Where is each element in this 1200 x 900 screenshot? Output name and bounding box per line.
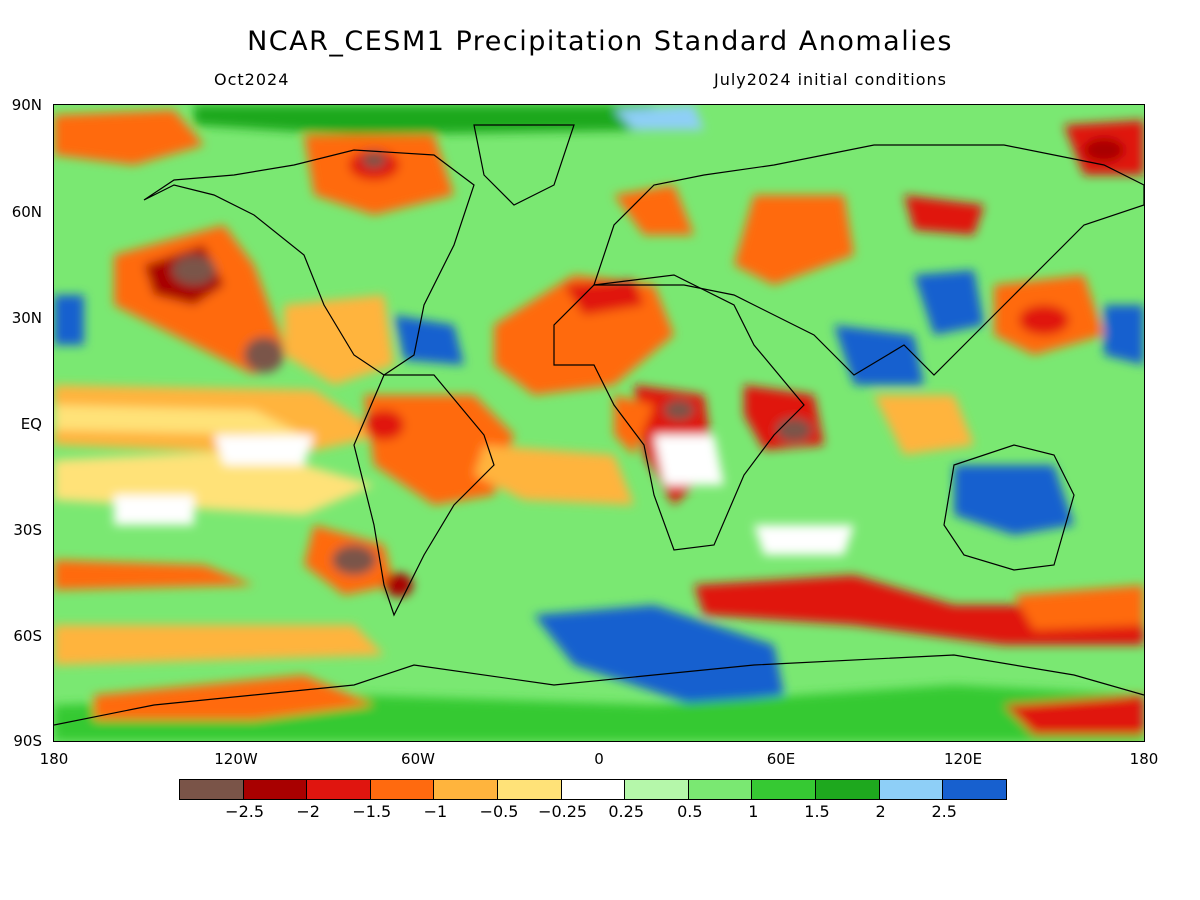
lon-label-180e: 180 bbox=[1129, 750, 1159, 768]
colorbar-box bbox=[751, 779, 816, 800]
colorbar-tick-label: 1.5 bbox=[804, 802, 830, 821]
colorbar-box bbox=[942, 779, 1007, 800]
colorbar-box bbox=[306, 779, 371, 800]
valid-month-label: Oct2024 bbox=[214, 70, 290, 89]
init-conditions-label: July2024 initial conditions bbox=[714, 70, 947, 89]
coastlines bbox=[54, 124, 1144, 726]
colorbar-tick-label: −1 bbox=[423, 802, 448, 821]
lat-label-30n: 30N bbox=[11, 309, 42, 327]
lat-label-eq: EQ bbox=[20, 415, 42, 433]
colorbar-tick-label: −2.5 bbox=[225, 802, 265, 821]
lat-label-60s: 60S bbox=[13, 627, 42, 645]
lat-label-90n: 90N bbox=[11, 96, 42, 114]
colorbar-tick-label: 0.25 bbox=[608, 802, 644, 821]
lat-label-60n: 60N bbox=[11, 203, 42, 221]
page-title: NCAR_CESM1 Precipitation Standard Anomal… bbox=[247, 26, 953, 57]
colorbar-tick-label: 1 bbox=[748, 802, 759, 821]
lon-label-60w: 60W bbox=[401, 750, 435, 768]
colorbar-box bbox=[433, 779, 498, 800]
colorbar-box bbox=[242, 779, 308, 800]
lon-label-0: 0 bbox=[594, 750, 604, 768]
lon-label-60e: 60E bbox=[766, 750, 796, 768]
colorbar-box bbox=[814, 779, 880, 800]
colorbar-tick-label: −0.5 bbox=[479, 802, 519, 821]
colorbar-box bbox=[624, 779, 689, 800]
colorbar-box bbox=[179, 779, 244, 800]
anomaly-map bbox=[54, 105, 1144, 741]
lon-label-180w: 180 bbox=[39, 750, 69, 768]
colorbar-box bbox=[878, 779, 944, 800]
colorbar-tick-label: −2 bbox=[296, 802, 320, 821]
colorbar-tick-label: −0.25 bbox=[538, 802, 588, 821]
lon-label-120w: 120W bbox=[214, 750, 258, 768]
colorbar bbox=[179, 779, 1007, 800]
lat-label-30s: 30S bbox=[13, 521, 42, 539]
colorbar-box bbox=[496, 779, 562, 800]
colorbar-tick-label: −1.5 bbox=[352, 802, 392, 821]
colorbar-tick-label: 2.5 bbox=[931, 802, 957, 821]
colorbar-tick-label: 2 bbox=[875, 802, 886, 821]
colorbar-box bbox=[687, 779, 753, 800]
colorbar-box bbox=[560, 779, 626, 800]
lon-label-120e: 120E bbox=[943, 750, 983, 768]
colorbar-tick-label: 0.5 bbox=[677, 802, 703, 821]
anomaly-field bbox=[54, 105, 1144, 741]
colorbar-box bbox=[369, 779, 435, 800]
lat-label-90s: 90S bbox=[13, 732, 42, 750]
